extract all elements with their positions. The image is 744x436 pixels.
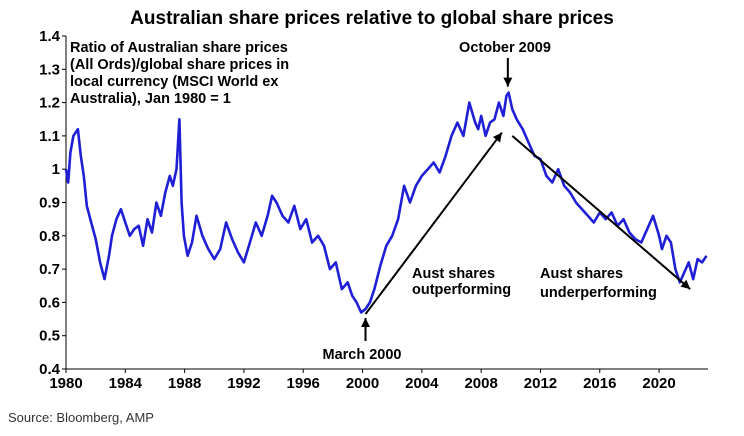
note-line-4: Australia), Jan 1980 = 1: [70, 91, 231, 107]
x-tick-label: 1984: [109, 375, 143, 392]
y-tick-label: 1.2: [39, 95, 60, 112]
label-underperforming-line-1: Aust shares: [540, 266, 623, 282]
x-tick-label: 2016: [583, 375, 616, 392]
y-axis-labels: 0.4 0.5 0.6 0.7 0.8 0.9 1 1.1 1.2 1.3 1.4: [39, 28, 66, 378]
x-tick-label: 2020: [642, 375, 675, 392]
x-tick-label: 1980: [49, 375, 82, 392]
y-tick-label: 0.7: [39, 261, 60, 278]
label-outperforming-line-2: outperforming: [412, 282, 511, 298]
label-underperforming-line-2: underperforming: [540, 285, 657, 301]
x-tick-label: 2012: [524, 375, 557, 392]
y-tick-label: 0.6: [39, 294, 60, 311]
arrow-underperforming: [511, 135, 691, 290]
note-line-3: local currency (MSCI World ex: [70, 74, 278, 90]
x-tick-label: 2008: [464, 375, 497, 392]
x-tick-label: 1992: [227, 375, 260, 392]
arrow-march-2000: [361, 318, 371, 341]
x-tick-label: 2000: [346, 375, 379, 392]
y-tick-label: 1: [52, 161, 60, 178]
annotations: [361, 58, 691, 341]
source-note: Source: Bloomberg, AMP: [8, 410, 154, 425]
series-line-ratio: [64, 91, 708, 314]
note-line-1: Ratio of Australian share prices: [70, 40, 288, 56]
label-october-2009: October 2009: [459, 40, 551, 56]
label-march-2000: March 2000: [323, 347, 402, 363]
label-outperforming-line-1: Aust shares: [412, 266, 495, 282]
x-axis-labels: 1980 1984 1988 1992 1996 2000 2004 2008 2012 2016…: [49, 369, 676, 392]
y-tick-label: 0.4: [39, 361, 61, 378]
note-line-2: (All Ords)/global share prices in: [70, 57, 289, 73]
y-tick-label: 0.9: [39, 195, 60, 212]
y-tick-label: 1.4: [39, 28, 61, 45]
y-tick-label: 0.5: [39, 328, 60, 345]
x-tick-label: 2004: [405, 375, 439, 392]
y-tick-label: 0.8: [39, 228, 60, 245]
arrow-october-2009: [503, 58, 513, 87]
x-tick-label: 1996: [287, 375, 320, 392]
x-tick-label: 1988: [168, 375, 201, 392]
arrow-outperforming: [364, 131, 503, 315]
chart-title: Australian share prices relative to glob…: [130, 8, 614, 29]
chart-note: Ratio of Australian share prices (All Or…: [70, 40, 289, 107]
y-tick-label: 1.3: [39, 61, 60, 78]
y-tick-label: 1.1: [39, 128, 60, 145]
